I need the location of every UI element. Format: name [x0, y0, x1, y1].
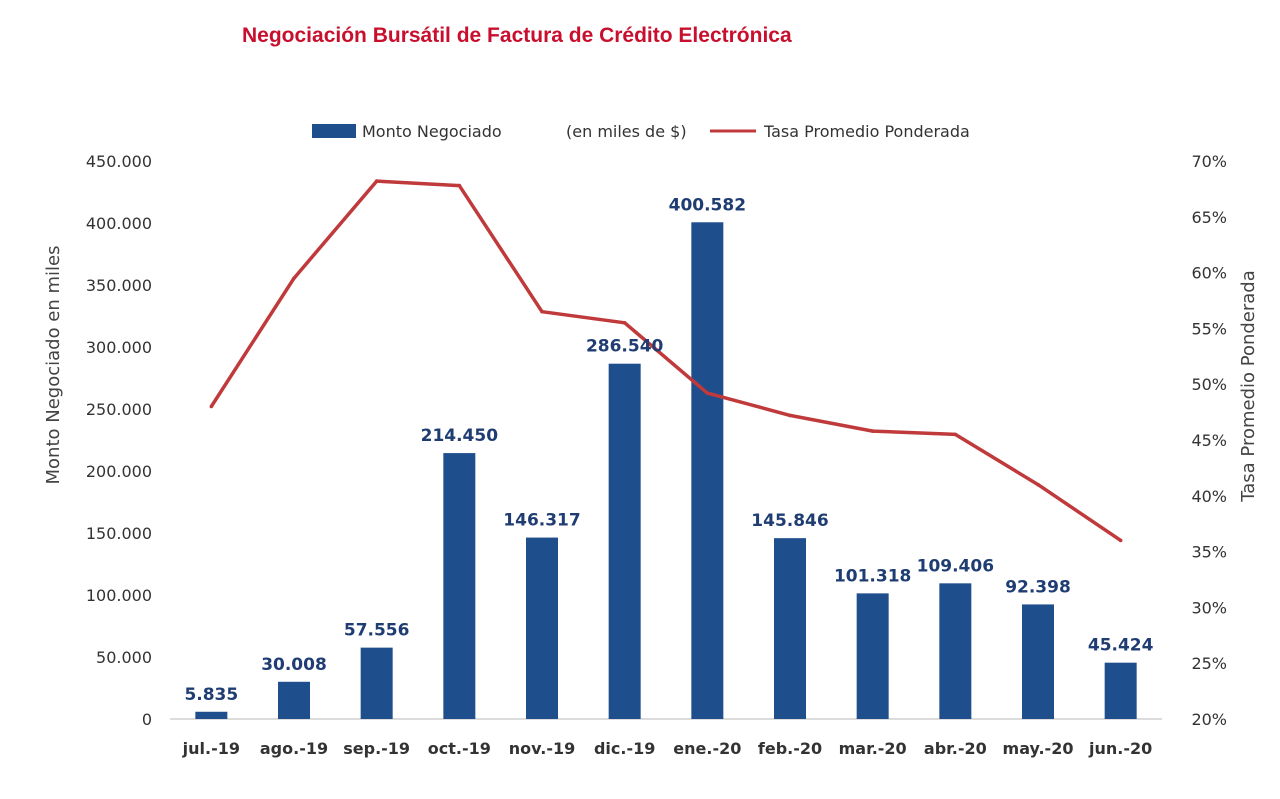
line-point	[457, 183, 462, 188]
line-point	[540, 309, 544, 314]
bar	[608, 363, 641, 719]
bar-data-label: 214.450	[421, 426, 499, 446]
bar	[691, 222, 724, 719]
right-tick-label: 65%	[1191, 208, 1227, 227]
left-tick-label: 50.000	[96, 648, 152, 667]
x-tick-label: feb.-20	[758, 739, 822, 758]
bar-data-label: 145.846	[751, 511, 828, 531]
line-point	[705, 391, 710, 395]
tasa-line	[209, 179, 1122, 542]
line-series	[209, 179, 1123, 543]
right-tick-label: 70%	[1191, 152, 1227, 171]
bar	[1104, 662, 1137, 719]
right-tick-label: 50%	[1191, 375, 1227, 394]
legend-label-monto: Monto Negociado	[362, 122, 502, 141]
data-labels: 5.835 30.008 57.556 214.450 146.317 286.540 40…	[184, 195, 1153, 704]
bar	[195, 711, 228, 719]
line-point	[1036, 482, 1040, 487]
bar-data-label: 92.398	[1005, 577, 1071, 597]
right-tick-label: 40%	[1191, 487, 1227, 506]
left-axis: 0 50.000 100.000 150.000 200.000 250.000 300.0…	[86, 152, 152, 729]
bar-data-label: 57.556	[344, 621, 410, 641]
left-tick-label: 150.000	[86, 524, 152, 543]
bar-series	[195, 222, 1137, 719]
bar	[526, 537, 558, 719]
left-tick-label: 250.000	[86, 400, 152, 419]
x-tick-label: jul.-19	[182, 739, 240, 758]
x-tick-label: mar.-20	[839, 739, 907, 758]
bar	[939, 583, 972, 719]
x-tick-label: nov.-19	[509, 739, 576, 758]
bar	[278, 681, 310, 719]
left-tick-label: 450.000	[86, 152, 152, 171]
x-tick-label: oct.-19	[428, 739, 491, 758]
legend-swatch-monto	[312, 124, 356, 138]
left-tick-label: 100.000	[86, 586, 152, 605]
bar	[360, 647, 393, 719]
bar	[774, 538, 806, 719]
right-axis-title: Tasa Promedio Ponderada	[1238, 270, 1259, 503]
right-tick-label: 20%	[1191, 710, 1227, 729]
chart-title: Negociación Bursátil de Factura de Crédi…	[242, 24, 792, 47]
right-tick-label: 30%	[1191, 598, 1227, 617]
bar-data-label: 30.008	[261, 655, 327, 675]
line-point	[374, 179, 379, 183]
bar	[443, 453, 476, 719]
line-point	[209, 404, 214, 409]
right-tick-label: 25%	[1191, 654, 1227, 673]
bar-data-label: 109.406	[917, 556, 994, 576]
bar-data-label: 5.835	[184, 685, 238, 705]
right-tick-label: 60%	[1191, 264, 1227, 283]
right-tick-label: 55%	[1191, 319, 1227, 338]
line-point	[1118, 538, 1123, 543]
left-tick-label: 350.000	[86, 276, 152, 295]
legend-label-tasa: Tasa Promedio Ponderada	[763, 122, 970, 141]
line-point	[953, 432, 958, 437]
right-tick-label: 45%	[1191, 431, 1227, 450]
bar-data-label: 45.424	[1088, 636, 1154, 656]
x-tick-label: ene.-20	[673, 739, 741, 758]
left-tick-label: 200.000	[86, 462, 152, 481]
bar-data-label: 286.540	[586, 337, 664, 357]
x-tick-label: sep.-19	[343, 739, 410, 758]
x-tick-label: may.-20	[1003, 739, 1074, 758]
left-tick-label: 0	[142, 710, 152, 729]
legend: Monto Negociado (en miles de $) Tasa Pro…	[312, 122, 970, 141]
x-tick-label: jun.-20	[1088, 739, 1152, 758]
legend-label-unit: (en miles de $)	[566, 122, 687, 141]
line-point	[292, 276, 296, 280]
bar-data-label: 400.582	[669, 195, 746, 215]
right-axis: 20% 25% 30% 35% 40% 45% 50% 55% 60% 65% 70%	[1191, 152, 1227, 729]
line-point	[788, 413, 792, 418]
bar	[1022, 604, 1054, 719]
bar-data-label: 101.318	[834, 566, 911, 586]
x-tick-label: ago.-19	[260, 739, 328, 758]
bar	[856, 593, 889, 719]
x-tick-label: dic.-19	[594, 739, 655, 758]
x-axis: jul.-19 ago.-19 sep.-19 oct.-19 nov.-19 dic.-…	[182, 739, 1153, 758]
left-tick-label: 300.000	[86, 338, 152, 357]
right-tick-label: 35%	[1191, 543, 1227, 562]
line-point	[870, 429, 875, 433]
line-point	[622, 321, 627, 325]
left-axis-title: Monto Negociado en miles	[43, 245, 64, 484]
x-tick-label: abr.-20	[924, 739, 987, 758]
left-tick-label: 400.000	[86, 214, 152, 233]
bar-data-label: 146.317	[503, 511, 580, 531]
